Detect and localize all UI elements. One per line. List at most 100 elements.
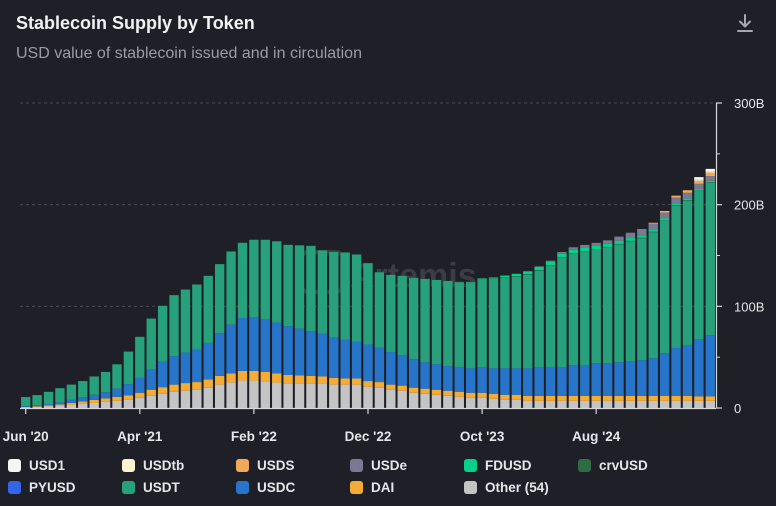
y-axis-tick-label: 300B	[734, 96, 764, 111]
legend-item[interactable]: USD1	[8, 456, 65, 474]
legend-item[interactable]: USDe	[350, 456, 407, 474]
legend-swatch	[350, 480, 363, 494]
bar-segment	[123, 351, 134, 385]
bar-segment	[557, 252, 567, 254]
bar-segment	[580, 244, 590, 248]
bar-segment	[671, 205, 681, 349]
bar-segment	[682, 198, 693, 201]
bar-segment	[614, 244, 624, 363]
bar-segment	[43, 406, 54, 408]
bar-segment	[226, 324, 236, 374]
legend-item[interactable]: PYUSD	[8, 478, 76, 496]
legend-swatch	[464, 458, 477, 472]
bar-segment	[637, 235, 647, 238]
legend-swatch	[236, 480, 249, 494]
bar-segment	[363, 263, 373, 345]
bar-segment	[671, 348, 681, 396]
bar-segment	[226, 251, 236, 325]
bar-segment	[694, 188, 704, 191]
bar-segment	[420, 393, 430, 408]
legend-item[interactable]: USDtb	[122, 456, 184, 474]
bar-segment	[511, 276, 522, 369]
bar-segment	[363, 386, 373, 408]
bar-segment	[625, 238, 636, 241]
legend-item[interactable]: USDT	[122, 478, 180, 496]
bar-segment	[351, 384, 362, 408]
bar-segment	[705, 176, 715, 181]
y-axis-tick-label: 0	[734, 401, 741, 416]
download-button[interactable]	[733, 12, 757, 36]
bar-segment	[329, 384, 339, 408]
bar-segment	[637, 238, 647, 361]
bar-segment	[568, 253, 579, 366]
bar-segment	[500, 368, 510, 395]
bar-segment	[249, 239, 259, 318]
bar-segment	[580, 365, 590, 396]
bar-segment	[306, 383, 316, 408]
legend-swatch	[8, 480, 21, 494]
bar-segment	[694, 400, 704, 408]
bar-segment	[477, 392, 487, 398]
bar-segment	[112, 396, 122, 401]
bar-segment	[602, 243, 613, 247]
bar-segment	[112, 388, 122, 397]
bar-segment	[694, 179, 704, 181]
bar-segment	[614, 236, 624, 241]
bar-segment	[705, 171, 715, 173]
legend-item[interactable]: Other (54)	[464, 478, 549, 496]
bar-segment	[580, 247, 590, 252]
bar-segment	[260, 371, 270, 382]
bar-segment	[420, 278, 430, 363]
legend-item[interactable]: DAI	[350, 478, 394, 496]
bar-segment	[659, 220, 670, 222]
bar-segment	[614, 395, 624, 401]
bar-segment	[237, 318, 248, 371]
bar-segment	[534, 395, 544, 401]
bar-segment	[557, 400, 567, 408]
x-axis-tick-label: Oct '23	[460, 429, 505, 444]
legend-item[interactable]: USDC	[236, 478, 295, 496]
bar-segment	[591, 242, 601, 246]
bar-segment	[386, 274, 396, 353]
bar-segment	[135, 377, 145, 393]
bar-segment	[591, 400, 601, 408]
bar-segment	[602, 363, 613, 396]
bar-segment	[157, 387, 168, 394]
bar-segment	[694, 339, 704, 397]
bar-segment	[682, 190, 693, 193]
legend-swatch	[122, 480, 135, 494]
bar-segment	[523, 400, 533, 408]
bar-segment	[123, 384, 134, 396]
bar-segment	[671, 395, 681, 401]
bar-segment	[694, 180, 704, 184]
bar-segment	[602, 395, 613, 401]
legend-label: USDS	[257, 457, 295, 473]
bar-segment	[648, 400, 658, 408]
bar-segment	[488, 368, 499, 394]
bar-segment	[705, 180, 715, 183]
legend-item[interactable]: crvUSD	[578, 456, 648, 474]
bar-segment	[591, 249, 601, 364]
bar-segment	[78, 381, 88, 398]
bar-segment	[637, 229, 647, 230]
bar-segment	[625, 232, 636, 239]
bar-segment	[659, 210, 670, 213]
bar-segment	[614, 400, 624, 408]
bar-segment	[374, 272, 385, 348]
bar-segment	[66, 399, 77, 403]
bar-segment	[329, 378, 339, 385]
bar-segment	[237, 380, 248, 408]
bar-segment	[397, 355, 407, 386]
bar-segment	[226, 382, 236, 408]
bar-segment	[55, 402, 65, 405]
bar-segment	[374, 347, 385, 383]
bar-segment	[374, 387, 385, 408]
bar-segment	[272, 322, 282, 374]
bar-segment	[454, 396, 464, 408]
legend-item[interactable]: USDS	[236, 456, 295, 474]
bar-segment	[260, 239, 270, 320]
bar-segment	[614, 362, 624, 396]
legend-item[interactable]: FDUSD	[464, 456, 532, 474]
bar-segment	[180, 383, 191, 391]
bar-segment	[157, 361, 168, 388]
